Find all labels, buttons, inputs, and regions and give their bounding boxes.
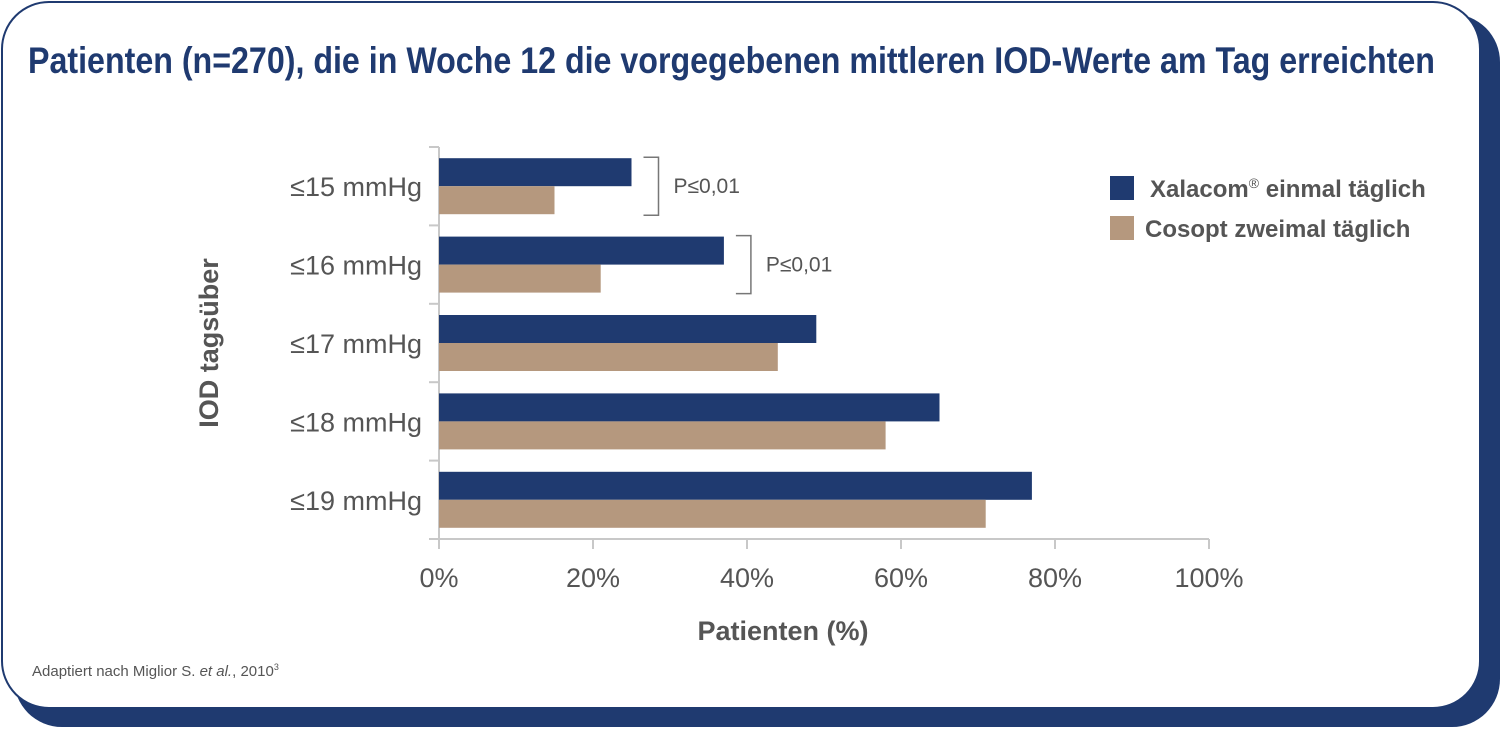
significance-bracket	[735, 234, 752, 295]
footnote-year: , 2010	[232, 663, 274, 680]
bar-cosopt	[439, 421, 886, 450]
x-tick-label: 40%	[720, 563, 774, 593]
x-tick-label: 100%	[1174, 563, 1243, 593]
bar-xalacom	[439, 236, 724, 265]
legend-swatch	[1110, 216, 1134, 240]
p-value-label: P≤0,01	[674, 175, 740, 198]
legend-label: Cosopt zweimal täglich	[1145, 216, 1410, 243]
y-tick-label: ≤19 mmHg	[290, 486, 422, 516]
y-tick-label: ≤17 mmHg	[290, 329, 422, 359]
x-axis-title: Patienten (%)	[697, 616, 868, 646]
legend-swatch	[1110, 176, 1134, 200]
bar-xalacom	[439, 393, 940, 422]
footnote-italic: et al.	[199, 663, 233, 680]
bar-cosopt	[439, 499, 986, 528]
footnote: Adaptiert nach Miglior S. et al., 20103	[32, 662, 279, 680]
y-tick-label: ≤18 mmHg	[290, 407, 422, 437]
bar-cosopt	[439, 343, 778, 371]
p-value-label: P≤0,01	[766, 254, 832, 277]
bar-cosopt	[439, 186, 555, 215]
bar-xalacom	[439, 471, 1032, 500]
footnote-text: Adaptiert nach Miglior S.	[32, 663, 200, 680]
footnote-sup: 3	[273, 662, 279, 672]
chart-title: Patienten (n=270), die in Woche 12 die v…	[28, 40, 1435, 81]
bar-cosopt	[439, 264, 601, 293]
legend-label: Xalacom® einmal täglich	[1150, 175, 1426, 203]
y-tick-label: ≤15 mmHg	[290, 172, 422, 202]
y-tick-label: ≤16 mmHg	[290, 251, 422, 281]
bar-xalacom	[439, 158, 632, 187]
x-tick-label: 80%	[1028, 563, 1082, 593]
y-axis-title: IOD tagsüber	[194, 258, 224, 428]
bar-xalacom	[439, 315, 817, 343]
x-tick-label: 60%	[874, 563, 928, 593]
significance-bracket	[643, 156, 660, 216]
x-tick-label: 20%	[566, 563, 620, 593]
x-tick-label: 0%	[419, 563, 458, 593]
